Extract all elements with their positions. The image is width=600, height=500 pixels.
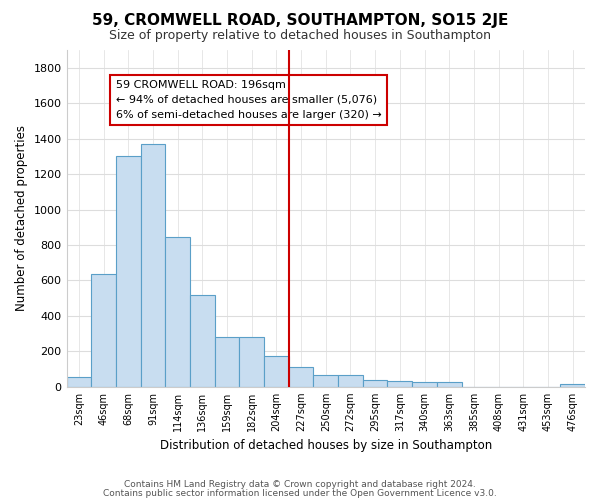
Bar — [412, 382, 437, 387]
Text: Size of property relative to detached houses in Southampton: Size of property relative to detached ho… — [109, 29, 491, 42]
Bar — [289, 368, 313, 387]
Bar — [91, 274, 116, 387]
Text: 59, CROMWELL ROAD, SOUTHAMPTON, SO15 2JE: 59, CROMWELL ROAD, SOUTHAMPTON, SO15 2JE — [92, 12, 508, 28]
Text: Contains public sector information licensed under the Open Government Licence v3: Contains public sector information licen… — [103, 489, 497, 498]
Bar — [140, 144, 165, 387]
X-axis label: Distribution of detached houses by size in Southampton: Distribution of detached houses by size … — [160, 440, 492, 452]
Bar — [215, 337, 239, 387]
Bar — [190, 294, 215, 387]
Bar — [67, 377, 91, 387]
Bar — [165, 238, 190, 387]
Bar — [437, 382, 461, 387]
Text: 59 CROMWELL ROAD: 196sqm
← 94% of detached houses are smaller (5,076)
6% of semi: 59 CROMWELL ROAD: 196sqm ← 94% of detach… — [116, 80, 382, 120]
Bar — [388, 380, 412, 387]
Y-axis label: Number of detached properties: Number of detached properties — [15, 126, 28, 312]
Bar — [239, 337, 264, 387]
Bar — [313, 376, 338, 387]
Bar — [560, 384, 585, 387]
Text: Contains HM Land Registry data © Crown copyright and database right 2024.: Contains HM Land Registry data © Crown c… — [124, 480, 476, 489]
Bar — [363, 380, 388, 387]
Bar — [338, 376, 363, 387]
Bar — [116, 156, 140, 387]
Bar — [264, 356, 289, 387]
